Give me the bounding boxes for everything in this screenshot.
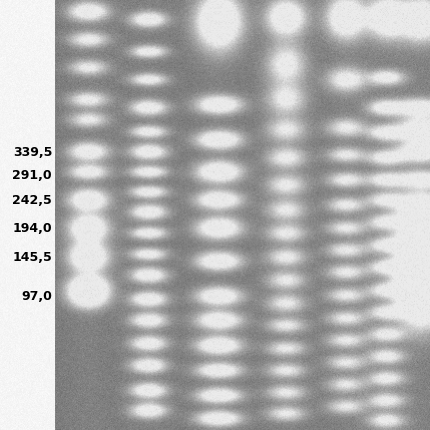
Text: 339,5: 339,5 [13,145,52,159]
Text: 242,5: 242,5 [12,194,52,206]
Text: 145,5: 145,5 [12,251,52,264]
Text: 194,0: 194,0 [12,221,52,234]
Text: 97,0: 97,0 [21,289,52,302]
Text: 291,0: 291,0 [12,169,52,181]
